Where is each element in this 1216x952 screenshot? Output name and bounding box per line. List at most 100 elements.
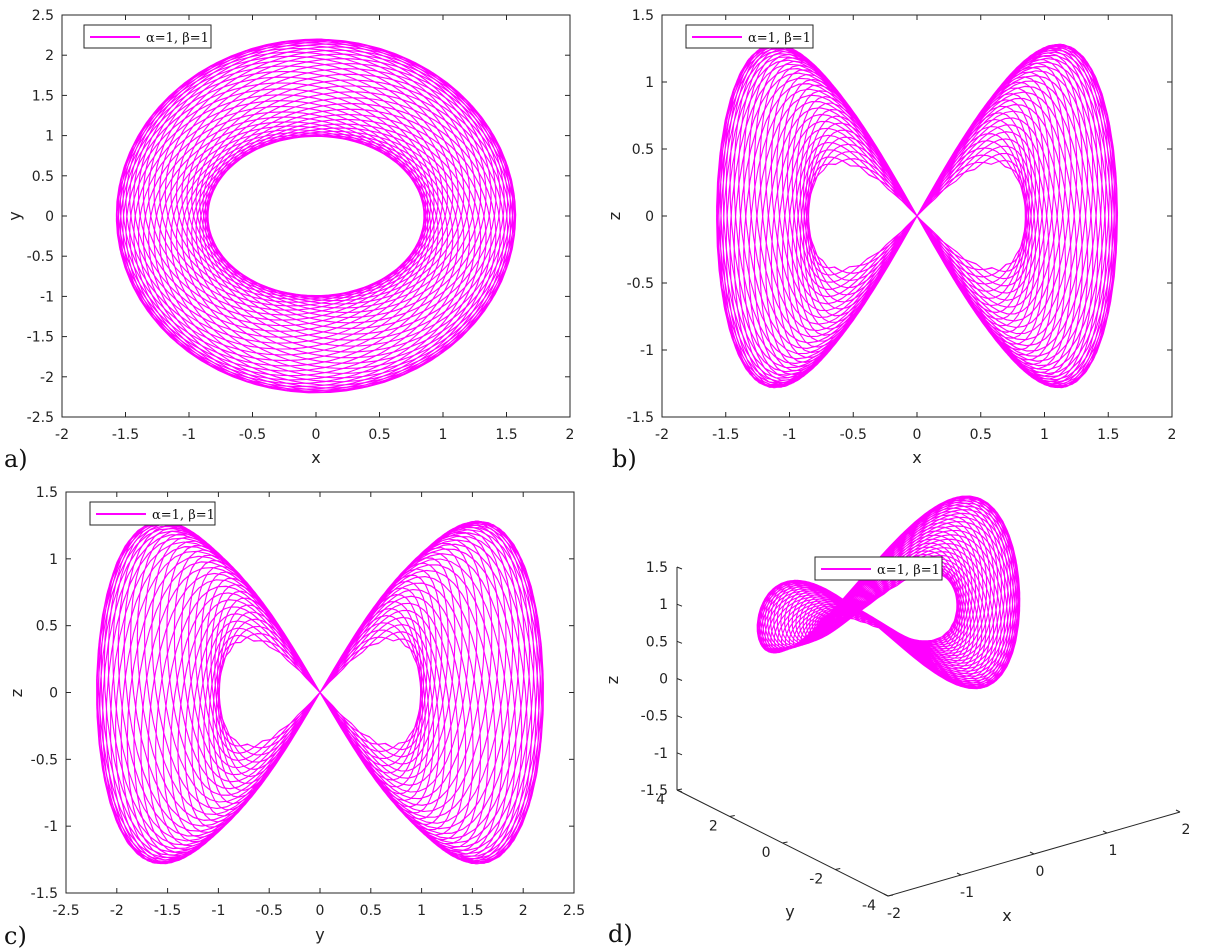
y-tick-label: -2 (809, 872, 823, 888)
panel-label-a: a) (4, 445, 28, 473)
z-tick-label: 0.5 (646, 634, 668, 650)
x-tick-label: -2 (655, 427, 669, 443)
y-tick-label: -1.5 (627, 410, 654, 426)
y-tick-label: 1.5 (632, 8, 654, 24)
xlabel-a: x (311, 448, 320, 467)
x-tick-label: -2 (110, 903, 124, 919)
x-tick-label: -0.5 (256, 903, 283, 919)
y-tick-label: 1 (645, 75, 654, 91)
z-tick-label: -1.5 (641, 783, 668, 799)
y-tick-label: 1.5 (32, 88, 54, 104)
x-tick-label: 1.5 (1097, 427, 1119, 443)
y-tick-label: 2 (45, 48, 54, 64)
legend-c: α=1, β=1 (89, 501, 216, 526)
z-tick-label: 1.5 (646, 560, 668, 576)
z-tick-label: 0 (659, 672, 668, 688)
trajectory-line (716, 43, 1119, 389)
z-tick-label: -0.5 (641, 709, 668, 725)
chart-a: -2 -1.5 -1 -0.5 0 0.5 1 1.5 2-2.5-2-1.5-1-0.500.… (4, 8, 574, 473)
y-tick-label: -0.5 (627, 276, 654, 292)
x-tick-label: -1.5 (712, 427, 739, 443)
ylabel-b: z (605, 212, 624, 220)
y-tick-label: 1 (45, 129, 54, 145)
x-tick-label: 1.5 (495, 427, 517, 443)
x-tick-label: -1 (211, 903, 225, 919)
x-tick-label: 1.5 (461, 903, 483, 919)
x-tick-label: -2.5 (52, 903, 79, 919)
y-tick-label: 0 (762, 845, 771, 861)
x-tick-label: -1 (783, 427, 797, 443)
x-tick-label: -1.5 (112, 427, 139, 443)
x-tick-label: -0.5 (239, 427, 266, 443)
y-tick-label: 0.5 (632, 142, 654, 158)
panel-label-b: b) (612, 445, 637, 473)
x-tick-label: 2 (519, 903, 528, 919)
y-tick-label: -2 (40, 370, 54, 386)
x-tick-label: 2.5 (563, 903, 585, 919)
y-tick-label: -1 (40, 289, 54, 305)
trajectory-line (115, 38, 517, 394)
y-tick-label: -1 (44, 819, 58, 835)
x-tick-label: 0 (913, 427, 922, 443)
x-tick-label: 0.5 (970, 427, 992, 443)
x-tick-label: -2 (887, 906, 901, 922)
y-tick-label: -1.5 (27, 330, 54, 346)
panel-label-c: c) (4, 922, 27, 950)
trajectory-line (96, 520, 544, 865)
chart-c: -2.5 -2 -1.5 -1 -0.5 0 0.5 1 1.5 2 2.5 -1.5 -1 -0.5 0 0… (4, 485, 585, 950)
x-tick-label: 1 (439, 427, 448, 443)
series-trajectory-b (716, 43, 1119, 389)
z-tick-label: -1 (654, 746, 668, 762)
ylabel-a: y (5, 211, 24, 220)
y-tick-label: 1 (49, 552, 58, 568)
x-tick-label: -1.5 (154, 903, 181, 919)
x-tick-label: 0.5 (368, 427, 390, 443)
panel-label-d: d) (608, 920, 633, 948)
y-tick-label: 0 (45, 209, 54, 225)
y-tick-label: -0.5 (27, 249, 54, 265)
x-tick-label: 0.5 (360, 903, 382, 919)
legend-entry-d: α=1, β=1 (877, 563, 940, 578)
legend-b: α=1, β=1 (685, 24, 814, 49)
legend-entry-c: α=1, β=1 (152, 508, 215, 523)
legend-d: α=1, β=1 (814, 556, 943, 581)
y-tick-label: -1 (640, 343, 654, 359)
x-tick-label: -1 (960, 885, 974, 901)
z-tick-label: 1 (659, 597, 668, 613)
y-tick-label: -0.5 (31, 752, 58, 768)
x-tick-label: 2 (566, 427, 575, 443)
y-tick-label: 0 (49, 686, 58, 702)
legend-a: α=1, β=1 (83, 24, 212, 49)
chart-d: -2 -1 0 1 2 -4 -2 0 2 4-1.5 -1 -0.5 0 0.5 1 1.5 z y x d… (603, 495, 1191, 948)
series-trajectory-d (756, 495, 1021, 690)
x-tick-label: 0 (316, 903, 325, 919)
chart-b: -2 -1.5 -1 -0.5 0 0.5 1 1.5 2-1.5-1-0.500.511.5 … (605, 8, 1176, 473)
y-tick-label: 0 (645, 209, 654, 225)
legend-entry-b: α=1, β=1 (748, 31, 811, 46)
x-tick-label: 0 (312, 427, 321, 443)
xlabel-b: x (912, 448, 921, 467)
y-tick-label: -1.5 (31, 886, 58, 902)
xlabel-d: x (1002, 906, 1011, 925)
legend-entry-a: α=1, β=1 (146, 31, 209, 46)
x-tick-label: 1 (1040, 427, 1049, 443)
y-tick-label: 4 (656, 792, 665, 808)
y-tick-label: 2 (709, 819, 718, 835)
x-tick-label: 2 (1182, 822, 1191, 838)
x-tick-label: -1 (182, 427, 196, 443)
x-tick-label: 1 (417, 903, 426, 919)
y-tick-label: 2.5 (32, 8, 54, 24)
x-tick-label: 2 (1168, 427, 1177, 443)
y-tick-label: -2.5 (27, 410, 54, 426)
y-tick-label: 0.5 (32, 169, 54, 185)
series-trajectory-a (115, 38, 517, 394)
y-tick-label: 0.5 (36, 619, 58, 635)
zlabel-d: z (603, 676, 622, 684)
ylabel-d: y (785, 902, 794, 921)
x-tick-label: 1 (1109, 843, 1118, 859)
xlabel-c: y (315, 925, 324, 944)
y-tick-label: 1.5 (36, 485, 58, 501)
y-tick-label: -4 (862, 898, 876, 914)
x-tick-label: -2 (55, 427, 69, 443)
